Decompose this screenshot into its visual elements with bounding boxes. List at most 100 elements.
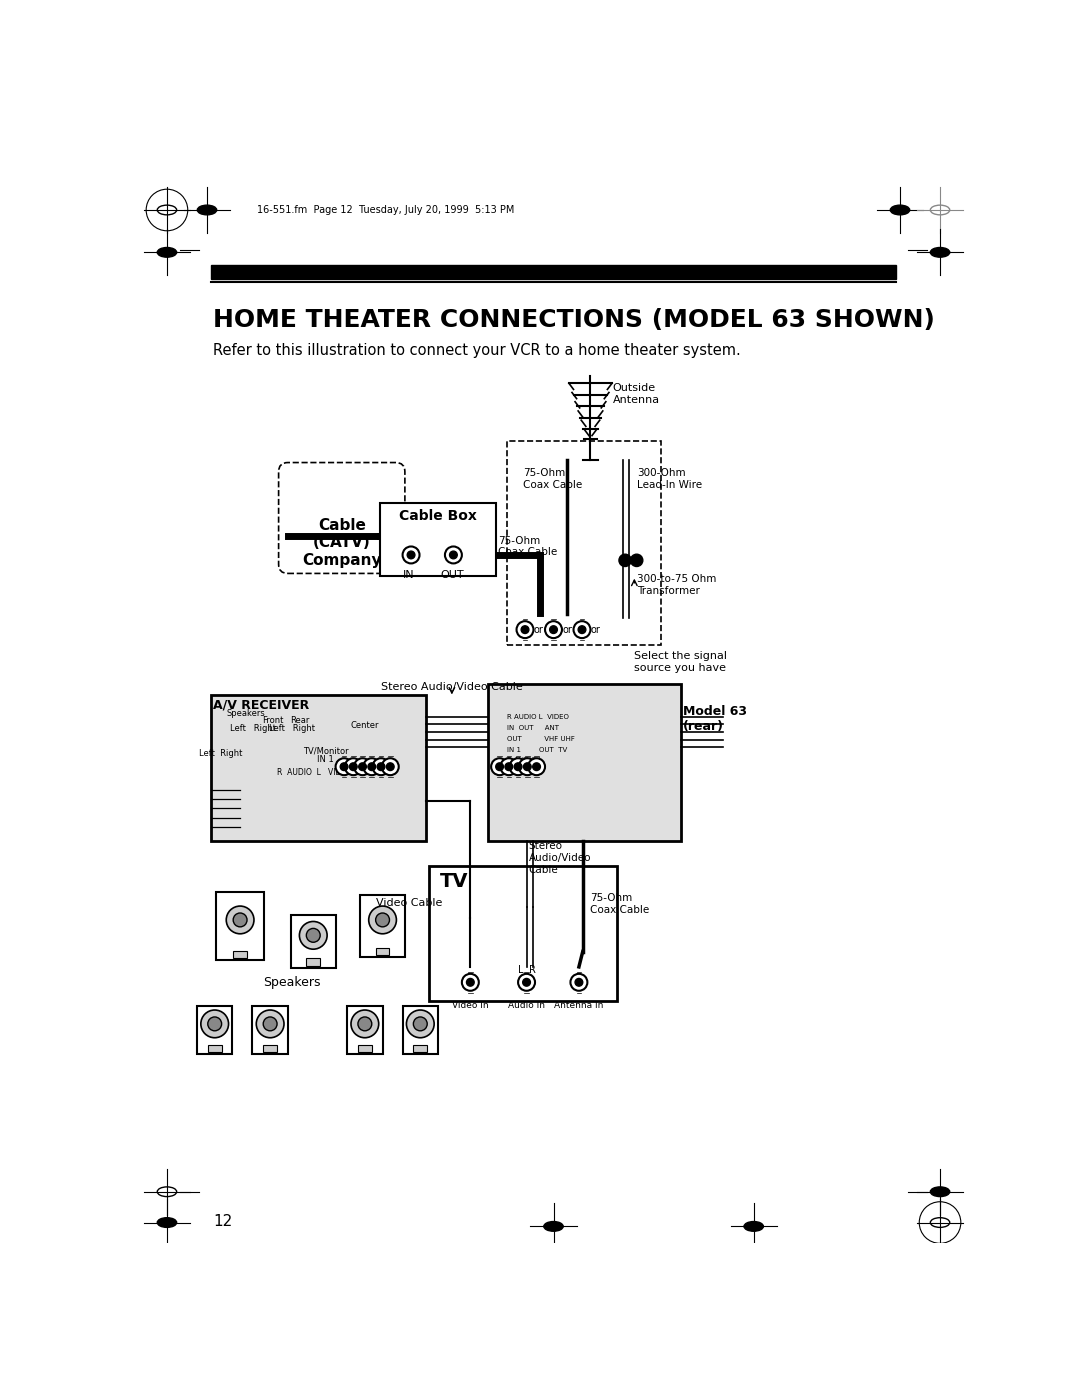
Ellipse shape (544, 1221, 563, 1231)
Circle shape (514, 763, 522, 771)
Text: R: R (529, 965, 536, 975)
Circle shape (363, 759, 380, 775)
Bar (347, 1006, 382, 1053)
Circle shape (299, 922, 327, 949)
Circle shape (545, 622, 562, 638)
Circle shape (462, 974, 478, 990)
Text: or: or (563, 624, 572, 634)
Text: Model 63
(rear): Model 63 (rear) (683, 705, 747, 733)
Circle shape (351, 1010, 379, 1038)
Text: Cable
(CATV)
Company: Cable (CATV) Company (302, 518, 381, 567)
Text: or: or (534, 624, 543, 634)
Bar (216, 893, 264, 960)
Text: Rear: Rear (289, 715, 309, 725)
Circle shape (403, 546, 419, 563)
Circle shape (631, 555, 643, 567)
Circle shape (550, 626, 557, 633)
Text: HOME THEATER CONNECTIONS (MODEL 63 SHOWN): HOME THEATER CONNECTIONS (MODEL 63 SHOWN… (213, 307, 935, 331)
Circle shape (226, 907, 254, 933)
Text: L: L (517, 965, 523, 975)
Circle shape (500, 759, 517, 775)
Circle shape (575, 978, 583, 986)
Text: Front: Front (261, 715, 283, 725)
Text: or: or (591, 624, 600, 634)
Text: Stereo
Audio/Video
Cable: Stereo Audio/Video Cable (529, 841, 592, 875)
Text: TV: TV (440, 872, 468, 891)
Circle shape (407, 550, 415, 559)
Text: Left   Right: Left Right (269, 725, 314, 733)
Circle shape (357, 1017, 372, 1031)
Circle shape (256, 1010, 284, 1038)
Circle shape (233, 914, 247, 926)
Circle shape (491, 759, 508, 775)
Circle shape (264, 1017, 278, 1031)
Text: Left   Right: Left Right (230, 725, 276, 733)
Circle shape (307, 929, 320, 942)
Text: R AUDIO L: R AUDIO L (508, 757, 543, 763)
Circle shape (373, 759, 390, 775)
Text: IN 1: IN 1 (318, 756, 334, 764)
Circle shape (528, 759, 545, 775)
FancyBboxPatch shape (429, 866, 618, 1000)
Text: A/V RECEIVER: A/V RECEIVER (213, 698, 309, 712)
Text: R  AUDIO  L   VIDEO: R AUDIO L VIDEO (278, 768, 352, 777)
Text: Center: Center (351, 721, 379, 729)
Circle shape (619, 555, 632, 567)
Ellipse shape (890, 205, 909, 215)
Bar (291, 915, 336, 968)
Bar (414, 1045, 428, 1052)
Bar (361, 895, 405, 957)
Bar (403, 1006, 438, 1053)
Circle shape (382, 759, 399, 775)
Text: Select the signal
source you have: Select the signal source you have (634, 651, 727, 673)
Circle shape (578, 626, 585, 633)
Bar (253, 1006, 288, 1053)
Text: Cable Box: Cable Box (400, 509, 477, 522)
Circle shape (445, 546, 462, 563)
Ellipse shape (158, 247, 177, 257)
Text: OUT          VHF UHF: OUT VHF UHF (508, 736, 576, 742)
Circle shape (207, 1017, 221, 1031)
Text: IN: IN (403, 570, 415, 580)
Ellipse shape (158, 1218, 177, 1228)
Text: 75-Ohm
Coax Cable: 75-Ohm Coax Cable (591, 893, 650, 915)
Text: 300-Ohm
Lead-In Wire: 300-Ohm Lead-In Wire (636, 468, 702, 489)
Circle shape (570, 974, 588, 990)
Text: IN 1        OUT  TV: IN 1 OUT TV (508, 746, 568, 753)
Text: Audio In: Audio In (508, 1000, 545, 1010)
Bar (376, 947, 390, 956)
Circle shape (516, 622, 534, 638)
Circle shape (201, 1010, 229, 1038)
Bar (307, 958, 320, 967)
Text: 75-Ohm
Coax Cable: 75-Ohm Coax Cable (498, 535, 557, 557)
Text: Stereo Audio/Video Cable: Stereo Audio/Video Cable (381, 682, 523, 692)
Bar (357, 1045, 372, 1052)
Circle shape (518, 759, 536, 775)
Text: 75-Ohm
Coax Cable: 75-Ohm Coax Cable (523, 468, 582, 489)
Text: 16-551.fm  Page 12  Tuesday, July 20, 1999  5:13 PM: 16-551.fm Page 12 Tuesday, July 20, 1999… (257, 205, 514, 215)
Text: Speakers: Speakers (226, 708, 265, 718)
Text: Video Cable: Video Cable (377, 898, 443, 908)
Circle shape (336, 759, 352, 775)
Text: Antenna In: Antenna In (554, 1000, 604, 1010)
Circle shape (345, 759, 362, 775)
Circle shape (449, 550, 457, 559)
FancyBboxPatch shape (380, 503, 496, 576)
Circle shape (340, 763, 348, 771)
Circle shape (387, 763, 394, 771)
Bar (197, 1006, 232, 1053)
Bar (233, 951, 247, 958)
Circle shape (522, 626, 529, 633)
Bar (264, 1045, 278, 1052)
Text: Left  Right: Left Right (199, 749, 243, 759)
Circle shape (524, 763, 531, 771)
Circle shape (368, 763, 376, 771)
Circle shape (354, 759, 372, 775)
Circle shape (376, 914, 390, 926)
Text: Outside
Antenna: Outside Antenna (612, 383, 660, 405)
Circle shape (467, 978, 474, 986)
Circle shape (368, 907, 396, 933)
Circle shape (510, 759, 527, 775)
Text: OUT: OUT (440, 570, 463, 580)
Text: R AUDIO L  VIDEO: R AUDIO L VIDEO (508, 714, 569, 721)
